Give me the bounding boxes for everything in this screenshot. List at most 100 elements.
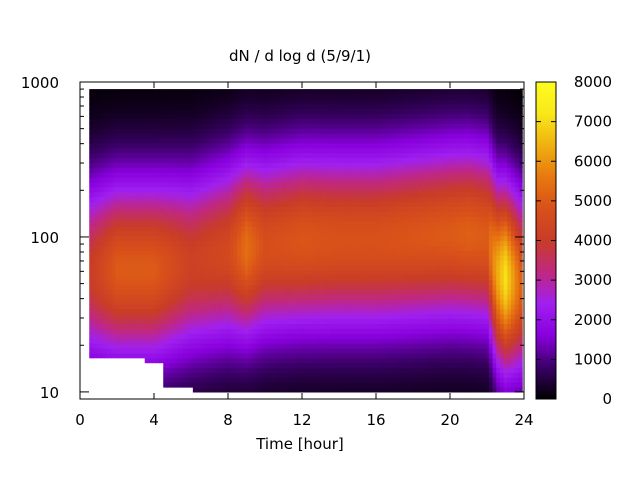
heatmap-cell [111,113,116,119]
heatmap-cell [377,181,383,188]
heatmap-cell [333,157,338,163]
heatmap-cell [348,157,353,163]
heatmap-cell [303,367,309,373]
heatmap-cell [274,372,279,378]
heatmap-cell [281,279,286,286]
heatmap-cell [318,167,323,173]
heatmap-cell [129,186,135,193]
heatmap-cell [133,167,138,173]
heatmap-cell [248,147,253,154]
heatmap-cell [333,108,338,115]
heatmap-cell [292,260,298,266]
heatmap-cell [270,181,275,188]
heatmap-cell [274,352,279,359]
heatmap-cell [144,303,150,310]
heatmap-cell [329,89,335,95]
heatmap-cell [218,216,224,222]
heatmap-cell [370,186,375,193]
heatmap-cell [118,216,124,222]
heatmap-cell [107,186,113,193]
heatmap-cell [344,294,349,300]
heatmap-cell [296,123,301,129]
heatmap-cell [240,191,246,198]
heatmap-cell [355,133,360,139]
heatmap-cell [215,181,220,188]
heatmap-cell [244,323,249,330]
heatmap-cell [296,357,301,364]
heatmap-cell [152,93,157,100]
heatmap-cell [337,367,342,373]
heatmap-cell [248,382,253,388]
heatmap-cell [385,230,390,237]
heatmap-cell [289,308,294,315]
heatmap-cell [303,196,309,203]
heatmap-cell [351,279,357,286]
heatmap-cell [344,191,349,198]
heatmap-cell [289,177,294,183]
heatmap-cell [244,137,249,144]
heatmap-cell [266,152,272,159]
heatmap-cell [385,260,390,266]
heatmap-cell [366,260,372,266]
heatmap-cell [326,206,331,212]
heatmap-cell [281,89,286,95]
heatmap-cell [381,196,386,203]
heatmap-cell [351,142,357,149]
heatmap-cell [129,123,135,129]
heatmap-cell [100,177,105,183]
heatmap-cell [211,367,216,373]
heatmap-cell [266,240,272,246]
heatmap-cell [344,382,349,388]
heatmap-cell [381,152,386,159]
heatmap-cell [107,225,113,232]
heatmap-cell [178,250,183,256]
heatmap-cell [337,201,342,207]
heatmap-cell [359,123,364,129]
heatmap-cell [259,177,264,183]
heatmap-cell [229,269,235,276]
heatmap-cell [96,352,101,359]
heatmap-cell [300,377,305,383]
heatmap-cell [218,308,224,315]
heatmap-cell [366,382,372,388]
heatmap-cell [244,338,249,344]
heatmap-cell [366,196,372,203]
heatmap-cell [207,357,212,364]
heatmap-cell [296,303,301,310]
heatmap-cell [344,289,349,295]
heatmap-cell [141,323,146,330]
heatmap-cell [200,201,205,207]
heatmap-cell [289,240,294,246]
heatmap-cell [263,357,268,364]
heatmap-cell [366,367,372,373]
heatmap-cell [111,299,116,305]
heatmap-cell [192,289,198,295]
heatmap-cell [307,225,312,232]
heatmap-cell [363,387,368,393]
heatmap-cell [340,201,346,207]
heatmap-cell [303,240,309,246]
heatmap-cell [181,177,187,183]
heatmap-cell [218,357,224,364]
heatmap-cell [374,240,379,246]
heatmap-cell [218,89,224,95]
heatmap-cell [240,133,246,139]
heatmap-cell [207,289,212,295]
heatmap-cell [107,323,113,330]
heatmap-cell [200,177,205,183]
heatmap-cell [270,279,275,286]
heatmap-cell [281,284,286,290]
heatmap-cell [92,133,98,139]
heatmap-cell [337,191,342,198]
heatmap-cell [189,93,194,100]
heatmap-cell [311,260,316,266]
heatmap-cell [355,260,360,266]
heatmap-cell [96,93,101,100]
heatmap-cell [144,323,150,330]
heatmap-cell [266,216,272,222]
heatmap-cell [178,157,183,163]
heatmap-cell [155,347,161,354]
heatmap-cell [100,284,105,290]
heatmap-cell [351,343,357,349]
heatmap-cell [96,294,101,300]
